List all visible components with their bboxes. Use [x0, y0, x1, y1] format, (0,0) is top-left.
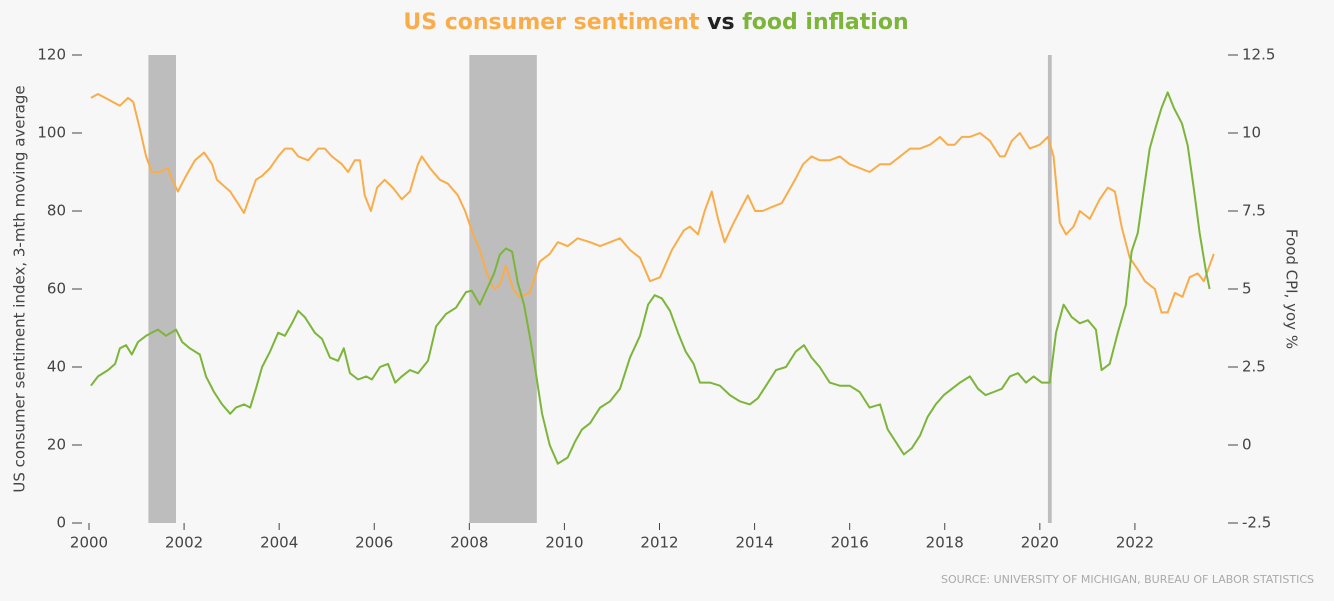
- x-tick-label: 2010: [545, 534, 583, 552]
- title-part: vs: [707, 10, 734, 35]
- x-tick-label: 2012: [640, 534, 678, 552]
- y2-tick-label: 7.5: [1242, 202, 1266, 220]
- recession-band: [148, 55, 177, 523]
- x-tick-label: 2000: [70, 534, 108, 552]
- x-tick-label: 2006: [355, 534, 393, 552]
- title-part: US consumer sentiment: [403, 10, 700, 35]
- y2-tick-label: 0: [1242, 436, 1252, 454]
- x-tick-label: 2008: [450, 534, 488, 552]
- x-tick-label: 2020: [1021, 534, 1059, 552]
- recession-band: [1047, 55, 1052, 523]
- series-line: [90, 91, 1211, 465]
- x-tick-label: 2022: [1116, 534, 1154, 552]
- y2-tick-label: 5: [1242, 280, 1252, 298]
- series-line: [90, 93, 1215, 314]
- y-tick-label: 60: [47, 280, 66, 298]
- y-tick-label: 80: [47, 202, 66, 220]
- y2-tick-label: 12.5: [1242, 46, 1275, 64]
- x-tick-label: 2018: [926, 534, 964, 552]
- x-tick-label: 2002: [165, 534, 203, 552]
- title-part: food inflation: [742, 10, 908, 35]
- y-axis-label: US consumer sentiment index, 3-mth movin…: [11, 85, 29, 492]
- y-tick-label: 40: [47, 358, 66, 376]
- source: SOURCE: UNIVERSITY OF MICHIGAN, BUREAU O…: [941, 573, 1314, 586]
- y2-tick-label: 2.5: [1242, 358, 1266, 376]
- y-tick-label: 120: [37, 46, 66, 64]
- y-tick-label: 0: [56, 514, 66, 532]
- chart-title: US consumer sentiment vs food inflation: [403, 10, 908, 35]
- y2-tick-label: -2.5: [1242, 514, 1271, 532]
- recession-band: [469, 55, 537, 523]
- x-tick-label: 2004: [260, 534, 298, 552]
- y2-axis-label: Food CPI, yoy %: [1283, 229, 1301, 349]
- y2-tick-label: 10: [1242, 124, 1261, 142]
- y-tick-label: 100: [37, 124, 66, 142]
- y-tick-label: 20: [47, 436, 66, 454]
- x-tick-label: 2014: [735, 534, 773, 552]
- plot-layer: [90, 55, 1215, 523]
- x-tick-label: 2016: [831, 534, 869, 552]
